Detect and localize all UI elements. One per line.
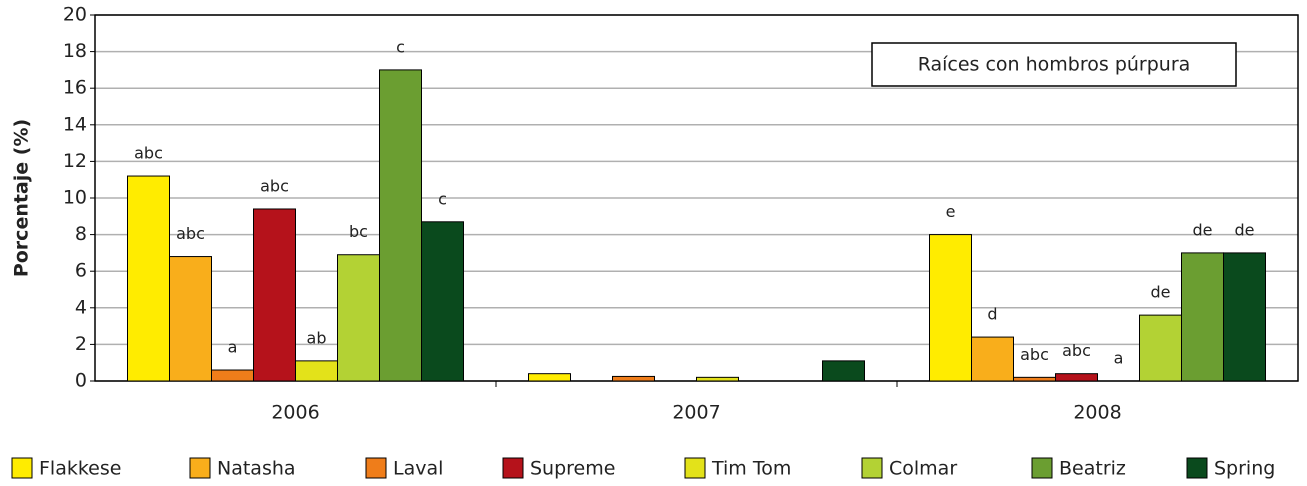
bar: [253, 208, 296, 382]
legend-label: Beatriz: [1059, 458, 1126, 480]
legend-swatch: [11, 457, 33, 479]
bar: [929, 234, 972, 382]
legend-swatch: [861, 457, 883, 479]
legend-label: Natasha: [217, 458, 296, 480]
y-tick-label: 12: [63, 150, 87, 172]
bar: [169, 256, 212, 382]
y-tick-label: 10: [63, 187, 87, 209]
legend-swatch: [684, 457, 706, 479]
bar: [1223, 252, 1266, 382]
value-label: de: [1235, 220, 1255, 239]
annotation-box: [871, 42, 1237, 87]
y-tick-label: 0: [75, 370, 87, 392]
bar: [295, 360, 338, 382]
legend-label: Supreme: [530, 458, 615, 480]
annotation: Raíces con hombros púrpura: [918, 54, 1191, 76]
bar: [1013, 376, 1056, 382]
value-label: de: [1193, 220, 1213, 239]
y-tick-label: 4: [75, 296, 87, 318]
legend-swatch: [189, 457, 211, 479]
legend-swatch: [1186, 457, 1208, 479]
y-axis-label: Porcentaje (%): [11, 119, 33, 277]
value-label: abc: [134, 144, 163, 163]
value-label: abc: [260, 176, 289, 195]
bar: [822, 360, 865, 382]
legend-swatch: [365, 457, 387, 479]
y-tick-label: 6: [75, 260, 87, 282]
y-tick-label: 14: [63, 113, 87, 135]
y-tick-label: 18: [63, 40, 87, 62]
value-label: a: [1114, 349, 1124, 368]
value-label: abc: [176, 224, 205, 243]
bar: [971, 336, 1014, 382]
bar: [1139, 314, 1182, 382]
bar: [1055, 373, 1098, 382]
bar: [337, 254, 380, 382]
x-tick-label: 2007: [672, 402, 720, 424]
legend-label: Flakkese: [39, 458, 121, 480]
legend-swatch: [502, 457, 524, 479]
bar: [421, 221, 464, 382]
legend-label: Tim Tom: [711, 458, 791, 480]
bar: [127, 175, 170, 382]
legend-label: Laval: [393, 458, 443, 480]
bar: [612, 375, 655, 382]
value-label: bc: [349, 222, 368, 241]
x-tick-label: 2008: [1073, 402, 1121, 424]
bar: [528, 373, 571, 382]
bar: [211, 369, 254, 382]
value-label: de: [1151, 283, 1171, 302]
value-label: e: [946, 202, 956, 221]
legend-label: Colmar: [889, 458, 957, 480]
y-tick-label: 20: [63, 4, 87, 26]
x-tick-label: 2006: [271, 402, 319, 424]
value-label: a: [228, 338, 238, 357]
value-label: c: [438, 189, 447, 208]
value-label: ab: [307, 328, 327, 347]
y-tick-label: 2: [75, 333, 87, 355]
bar: [1181, 252, 1224, 382]
legend-label: Spring: [1214, 458, 1275, 480]
value-label: d: [987, 305, 997, 324]
y-tick-label: 8: [75, 223, 87, 245]
y-tick-label: 16: [63, 77, 87, 99]
value-label: abc: [1062, 341, 1091, 360]
value-label: c: [396, 37, 405, 56]
bar: [696, 376, 739, 382]
legend-swatch: [1031, 457, 1053, 479]
bar: [379, 69, 422, 382]
value-label: abc: [1020, 345, 1049, 364]
